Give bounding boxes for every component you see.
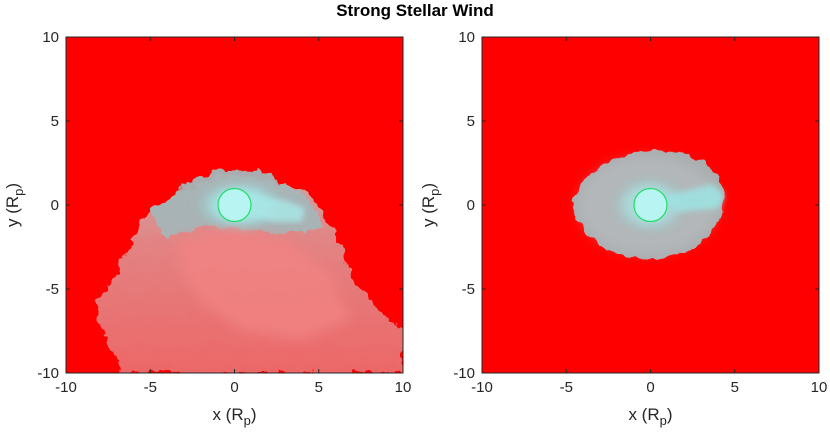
right-ytick-label: -10 bbox=[453, 365, 475, 382]
right-tail-glow bbox=[662, 184, 724, 212]
right-planet-marker bbox=[633, 187, 668, 223]
left-xtick-label: -5 bbox=[144, 379, 157, 396]
right-xtick-label: 10 bbox=[811, 379, 828, 396]
left-ytick-label: 10 bbox=[42, 29, 59, 46]
left-wake-streaks bbox=[175, 228, 350, 340]
left-xtick-label: 10 bbox=[395, 379, 412, 396]
right-ytick-label: 10 bbox=[458, 29, 475, 46]
left-tail-glow bbox=[250, 195, 305, 222]
right-ytick-label: 5 bbox=[467, 113, 475, 130]
right-xtick-label: 5 bbox=[731, 379, 739, 396]
right-ytick-label: 0 bbox=[467, 197, 475, 214]
left-planet-marker bbox=[217, 187, 252, 223]
left-ytick-label: 5 bbox=[51, 113, 59, 130]
left-xlabel: x (Rp) bbox=[212, 405, 256, 428]
left-panel: -10 -5 0 5 10 -10 -5 0 5 10 x (Rp) y (Rp) bbox=[3, 29, 411, 428]
left-ytick-label: -10 bbox=[37, 365, 59, 382]
right-xtick-label: -10 bbox=[471, 379, 493, 396]
left-xtick-label: 5 bbox=[315, 379, 323, 396]
left-xtick-label: 0 bbox=[230, 379, 238, 396]
left-xtick-label: -10 bbox=[55, 379, 77, 396]
right-xlabel: x (Rp) bbox=[628, 405, 672, 428]
right-xtick-label: 0 bbox=[646, 379, 654, 396]
right-ytick-label: -5 bbox=[462, 281, 475, 298]
right-xtick-label: -5 bbox=[560, 379, 573, 396]
left-ticks: -10 -5 0 5 10 -10 -5 0 5 10 bbox=[37, 29, 411, 396]
left-ytick-label: 0 bbox=[51, 197, 59, 214]
right-ticks: -10 -5 0 5 10 -10 -5 0 5 10 bbox=[453, 29, 827, 396]
figure-title: Strong Stellar Wind bbox=[336, 1, 494, 20]
right-ylabel: y (Rp) bbox=[419, 183, 442, 227]
left-ylabel: y (Rp) bbox=[3, 183, 26, 227]
left-ytick-label: -5 bbox=[46, 281, 59, 298]
right-panel: -10 -5 0 5 10 -10 -5 0 5 10 x (Rp) y (Rp) bbox=[419, 29, 827, 428]
